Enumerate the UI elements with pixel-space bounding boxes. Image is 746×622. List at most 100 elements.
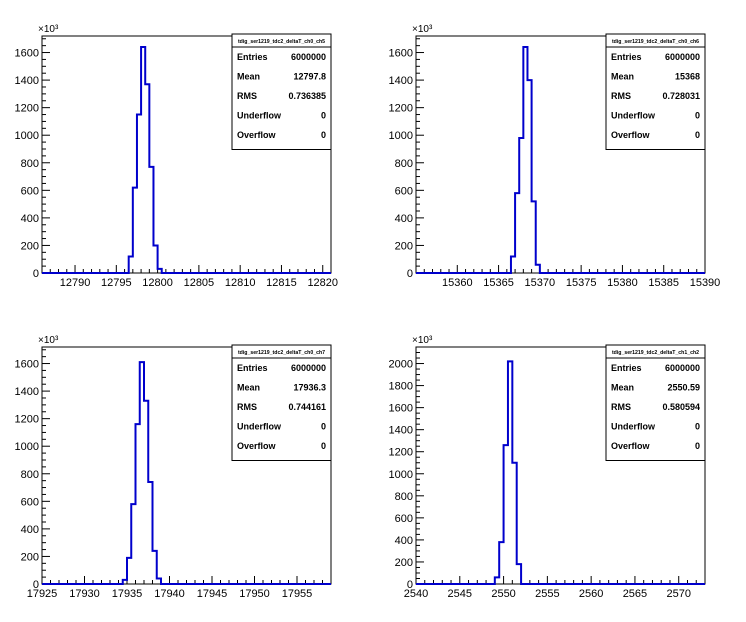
stats-value-overflow: 0 xyxy=(321,441,326,451)
y-exponent-label: ×10³ xyxy=(412,335,433,346)
stats-label-underflow: Underflow xyxy=(611,422,656,432)
stats-label-mean: Mean xyxy=(611,72,634,82)
y-tick-label: 1600 xyxy=(389,48,413,60)
stats-label-mean: Mean xyxy=(237,72,260,82)
stats-box: tdig_ser1219_tdc2_deltaT_ch1_ch2 Entries 6… xyxy=(605,344,706,461)
y-tick-label: 1600 xyxy=(389,403,413,415)
histogram-bin xyxy=(131,504,135,584)
histogram-panel-2: 15360 15365 15370 15375 15380 15385 15390 0 200 4… xyxy=(389,24,721,289)
histogram-bin xyxy=(137,115,141,273)
x-tick-label: 2565 xyxy=(623,588,647,600)
histogram-bin xyxy=(519,138,523,273)
y-tick-label: 0 xyxy=(407,579,413,591)
stats-value-entries: 6000000 xyxy=(291,52,326,62)
stats-value-underflow: 0 xyxy=(321,422,326,432)
histogram-bin xyxy=(495,577,499,584)
x-tick-label: 2550 xyxy=(491,588,515,600)
stats-title: tdig_ser1219_tdc2_deltaT_ch0_ch6 xyxy=(612,39,699,45)
x-tick-label: 12790 xyxy=(60,277,91,289)
x-tick-label: 2570 xyxy=(666,588,690,600)
stats-value-overflow: 0 xyxy=(321,130,326,140)
x-tick-label: 17945 xyxy=(197,588,228,600)
y-tick-label: 1200 xyxy=(389,103,413,115)
stats-label-overflow: Overflow xyxy=(237,441,277,451)
y-tick-label: 1000 xyxy=(389,130,413,142)
x-tick-label: 17950 xyxy=(239,588,270,600)
y-tick-label: 200 xyxy=(21,551,39,563)
stats-label-entries: Entries xyxy=(237,52,268,62)
histogram-bin xyxy=(157,578,161,584)
y-tick-label: 800 xyxy=(21,158,39,170)
histogram-bin xyxy=(149,167,153,273)
stats-label-rms: RMS xyxy=(237,402,257,412)
stats-value-rms: 0.580594 xyxy=(662,402,700,412)
y-tick-label: 1000 xyxy=(15,441,39,453)
stats-value-mean: 15368 xyxy=(675,72,700,82)
stats-value-mean: 2550.59 xyxy=(667,383,700,393)
histogram-line xyxy=(42,46,331,274)
x-tick-label: 12795 xyxy=(101,277,132,289)
stats-box: tdig_ser1219_tdc2_deltaT_ch0_ch7 Entries 6… xyxy=(231,344,332,461)
x-tick-label: 12820 xyxy=(307,277,338,289)
histogram-bin xyxy=(536,265,540,273)
y-tick-label: 600 xyxy=(21,185,39,197)
stats-value-entries: 6000000 xyxy=(665,52,700,62)
stats-title: tdig_ser1219_tdc2_deltaT_ch0_ch7 xyxy=(238,350,325,356)
stats-label-entries: Entries xyxy=(237,363,268,373)
stats-value-underflow: 0 xyxy=(321,111,326,121)
histogram-line xyxy=(416,46,705,274)
y-tick-label: 1200 xyxy=(389,447,413,459)
y-tick-label: 1000 xyxy=(15,130,39,142)
stats-label-entries: Entries xyxy=(611,52,642,62)
stats-box: tdig_ser1219_tdc2_deltaT_ch0_ch6 Entries 6… xyxy=(605,33,706,150)
histogram-line xyxy=(42,361,331,585)
stats-box-frame xyxy=(231,33,332,150)
y-tick-label: 800 xyxy=(395,491,413,503)
y-tick-label: 600 xyxy=(395,185,413,197)
y-tick-label: 600 xyxy=(395,513,413,525)
y-tick-label: 200 xyxy=(395,557,413,569)
histogram-bin xyxy=(133,188,137,273)
histogram-bin xyxy=(136,424,140,584)
stats-label-overflow: Overflow xyxy=(611,441,651,451)
x-tick-label: 17935 xyxy=(112,588,143,600)
stats-label-overflow: Overflow xyxy=(611,130,651,140)
stats-label-mean: Mean xyxy=(611,383,634,393)
stats-title: tdig_ser1219_tdc2_deltaT_ch1_ch2 xyxy=(612,350,699,356)
x-tick-label: 17955 xyxy=(282,588,313,600)
histogram-bin xyxy=(129,256,133,273)
stats-value-rms: 0.736385 xyxy=(288,91,326,101)
stats-label-rms: RMS xyxy=(611,402,631,412)
x-tick-label: 2545 xyxy=(448,588,472,600)
x-tick-label: 15370 xyxy=(525,277,556,289)
stats-box-frame xyxy=(605,33,706,150)
y-tick-label: 1200 xyxy=(15,103,39,115)
y-tick-label: 1400 xyxy=(15,386,39,398)
x-tick-label: 12815 xyxy=(266,277,297,289)
stats-label-underflow: Underflow xyxy=(611,111,656,121)
y-tick-label: 1400 xyxy=(389,75,413,87)
y-tick-label: 200 xyxy=(395,240,413,252)
histogram-bin xyxy=(148,482,152,584)
stats-value-mean: 12797.8 xyxy=(293,72,326,82)
stats-value-overflow: 0 xyxy=(695,441,700,451)
y-exponent-label: ×10³ xyxy=(38,24,59,35)
stats-value-mean: 17936.3 xyxy=(293,383,326,393)
y-tick-label: 0 xyxy=(33,579,39,591)
stats-label-entries: Entries xyxy=(611,363,642,373)
stats-label-underflow: Underflow xyxy=(237,111,282,121)
stats-value-overflow: 0 xyxy=(695,130,700,140)
stats-label-underflow: Underflow xyxy=(237,422,282,432)
x-tick-label: 12810 xyxy=(225,277,256,289)
histogram-bin xyxy=(140,362,144,584)
histogram-bin xyxy=(153,551,157,584)
histogram-panel-4: 2540 2545 2550 2555 2560 2565 2570 0 200 400 600 80… xyxy=(389,335,706,600)
x-tick-label: 15380 xyxy=(607,277,638,289)
y-tick-label: 1800 xyxy=(389,381,413,393)
stats-box-frame xyxy=(605,344,706,461)
histogram-bin xyxy=(517,564,521,584)
stats-box-frame xyxy=(231,344,332,461)
stats-value-entries: 6000000 xyxy=(291,363,326,373)
histogram-bin xyxy=(508,361,512,584)
